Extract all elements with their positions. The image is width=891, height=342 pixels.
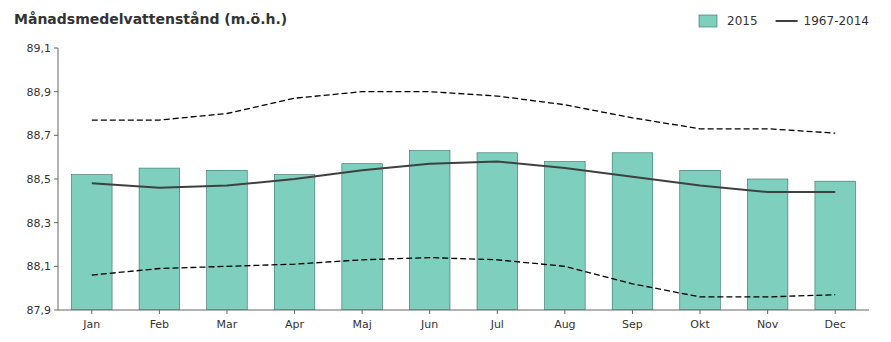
bar (342, 164, 383, 310)
bar (680, 170, 721, 310)
x-tick (632, 310, 633, 314)
y-tick-label: 88,5 (27, 173, 52, 186)
bar (139, 168, 180, 310)
chart: Månadsmedelvattenstånd (m.ö.h.)87,988,18… (0, 0, 891, 342)
x-tick-label: Nov (757, 318, 779, 331)
x-tick (767, 310, 768, 314)
x-tick-label: Sep (622, 318, 643, 331)
legend-swatch (699, 15, 717, 27)
y-tick-label: 88,1 (27, 260, 52, 273)
x-tick-label: Okt (690, 318, 710, 331)
x-tick (159, 310, 160, 314)
x-tick-label: Mar (217, 318, 238, 331)
legend-item: 2015 (699, 14, 758, 28)
dashed-line (92, 258, 835, 297)
legend-item: 1967-2014 (776, 14, 869, 28)
x-tick-label: Maj (352, 318, 371, 331)
y-tick (54, 48, 58, 49)
y-tick-label: 88,7 (27, 129, 52, 142)
legend: 2015 1967-2014 (699, 14, 869, 28)
x-tick (429, 310, 430, 314)
y-tick (54, 222, 58, 223)
y-tick (54, 179, 58, 180)
x-tick-label: Jun (420, 318, 438, 331)
y-tick-label: 87,9 (27, 304, 52, 317)
legend-swatch (776, 20, 798, 22)
x-tick-label: Apr (285, 318, 305, 331)
x-tick-label: Jul (490, 318, 504, 331)
bar (815, 181, 856, 310)
y-tick (54, 91, 58, 92)
title: Månadsmedelvattenstånd (m.ö.h.) (14, 11, 287, 27)
bar (72, 175, 113, 310)
y-tick-label: 88,9 (27, 86, 52, 99)
bar (409, 151, 450, 310)
bar (477, 153, 518, 310)
y-tick (54, 266, 58, 267)
y-tick-label: 88,3 (27, 217, 52, 230)
x-tick (294, 310, 295, 314)
bar (274, 175, 315, 310)
y-tick (54, 135, 58, 136)
bar (747, 179, 788, 310)
bar (545, 162, 586, 310)
x-tick-label: Aug (554, 318, 575, 331)
axes: 87,9 88,1 88,3 88,5 88,7 88,9 89,1 Jan Feb Mar Apr… (27, 42, 870, 331)
line (92, 162, 835, 193)
x-tick (835, 310, 836, 314)
x-tick-label: Dec (825, 318, 846, 331)
y-tick (54, 310, 58, 311)
legend-label: 2015 (727, 14, 758, 28)
x-tick (564, 310, 565, 314)
legend-label: 1967-2014 (804, 14, 869, 28)
y-tick-label: 89,1 (27, 42, 52, 55)
x-tick-label: Jan (82, 318, 100, 331)
x-tick (497, 310, 498, 314)
x-tick (362, 310, 363, 314)
dashed-line (92, 92, 835, 133)
x-tick-label: Feb (150, 318, 169, 331)
bar (207, 170, 248, 310)
x-axis-line (58, 310, 869, 311)
x-tick (226, 310, 227, 314)
x-tick (91, 310, 92, 314)
plot-area (72, 92, 856, 310)
x-tick (700, 310, 701, 314)
